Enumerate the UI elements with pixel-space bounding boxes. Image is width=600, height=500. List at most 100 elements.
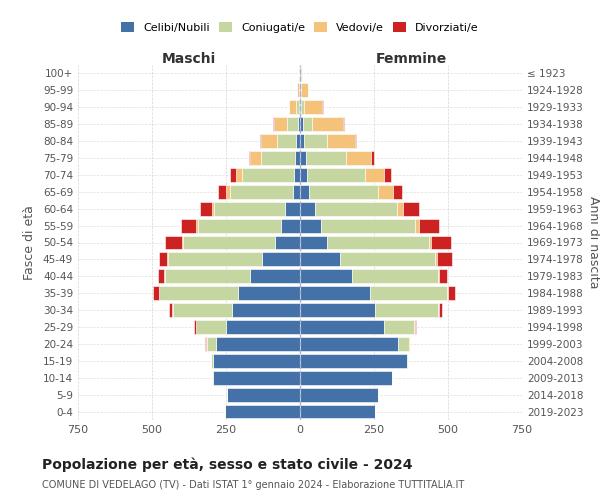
Bar: [296, 134, 300, 148]
Text: Femmine: Femmine: [376, 52, 446, 66]
Bar: [385, 320, 414, 334]
Bar: [435, 252, 437, 266]
Bar: [370, 286, 447, 300]
Bar: [385, 168, 391, 182]
Bar: [306, 151, 346, 165]
Bar: [300, 117, 303, 131]
Bar: [173, 303, 232, 317]
Bar: [352, 270, 438, 283]
Bar: [300, 168, 307, 182]
Bar: [249, 151, 250, 165]
Bar: [304, 134, 326, 148]
Bar: [215, 337, 300, 351]
Legend: Celibi/Nubili, Coniugati/e, Vedovi/e, Divorziati/e: Celibi/Nubili, Coniugati/e, Vedovi/e, Di…: [117, 18, 483, 37]
Bar: [226, 320, 300, 334]
Bar: [281, 218, 300, 232]
Bar: [160, 252, 167, 266]
Bar: [285, 202, 300, 215]
Y-axis label: Anni di nascita: Anni di nascita: [587, 196, 600, 289]
Bar: [365, 168, 385, 182]
Bar: [438, 270, 439, 283]
Bar: [300, 320, 385, 334]
Bar: [165, 236, 182, 250]
Bar: [300, 236, 327, 250]
Bar: [250, 151, 260, 165]
Bar: [293, 185, 300, 198]
Bar: [326, 134, 355, 148]
Bar: [419, 218, 439, 232]
Bar: [158, 286, 160, 300]
Bar: [194, 320, 196, 334]
Bar: [403, 202, 419, 215]
Bar: [164, 270, 166, 283]
Bar: [300, 337, 398, 351]
Bar: [415, 320, 416, 334]
Bar: [303, 117, 312, 131]
Text: Popolazione per età, sesso e stato civile - 2024: Popolazione per età, sesso e stato civil…: [42, 458, 413, 472]
Bar: [236, 168, 242, 182]
Bar: [300, 404, 374, 418]
Bar: [300, 270, 352, 283]
Bar: [300, 202, 316, 215]
Bar: [327, 236, 430, 250]
Bar: [212, 202, 214, 215]
Bar: [287, 117, 298, 131]
Bar: [160, 286, 238, 300]
Bar: [397, 202, 403, 215]
Bar: [277, 134, 296, 148]
Bar: [447, 286, 448, 300]
Bar: [430, 236, 431, 250]
Bar: [312, 117, 343, 131]
Bar: [230, 168, 236, 182]
Bar: [232, 303, 300, 317]
Bar: [448, 286, 455, 300]
Bar: [392, 185, 402, 198]
Bar: [261, 134, 277, 148]
Bar: [218, 185, 226, 198]
Bar: [206, 337, 207, 351]
Bar: [250, 270, 300, 283]
Bar: [158, 270, 164, 283]
Bar: [371, 151, 374, 165]
Bar: [172, 303, 173, 317]
Bar: [437, 252, 452, 266]
Y-axis label: Fasce di età: Fasce di età: [23, 205, 36, 280]
Bar: [300, 218, 322, 232]
Bar: [262, 252, 300, 266]
Bar: [340, 252, 435, 266]
Bar: [300, 286, 370, 300]
Bar: [242, 168, 294, 182]
Bar: [300, 354, 407, 368]
Bar: [212, 371, 300, 384]
Bar: [300, 252, 340, 266]
Bar: [307, 168, 365, 182]
Bar: [212, 354, 300, 368]
Bar: [415, 218, 419, 232]
Bar: [200, 202, 212, 215]
Bar: [198, 218, 281, 232]
Bar: [439, 270, 447, 283]
Bar: [438, 303, 439, 317]
Bar: [230, 185, 293, 198]
Bar: [260, 151, 295, 165]
Bar: [169, 303, 172, 317]
Bar: [298, 117, 300, 131]
Bar: [211, 354, 212, 368]
Bar: [414, 320, 415, 334]
Bar: [409, 337, 410, 351]
Bar: [316, 202, 397, 215]
Bar: [196, 218, 198, 232]
Bar: [398, 337, 409, 351]
Bar: [439, 303, 442, 317]
Bar: [226, 185, 230, 198]
Bar: [294, 168, 300, 182]
Bar: [166, 270, 250, 283]
Bar: [260, 134, 261, 148]
Bar: [274, 117, 287, 131]
Bar: [300, 303, 376, 317]
Bar: [297, 84, 299, 98]
Bar: [214, 202, 285, 215]
Bar: [346, 151, 371, 165]
Bar: [224, 404, 300, 418]
Bar: [296, 100, 299, 114]
